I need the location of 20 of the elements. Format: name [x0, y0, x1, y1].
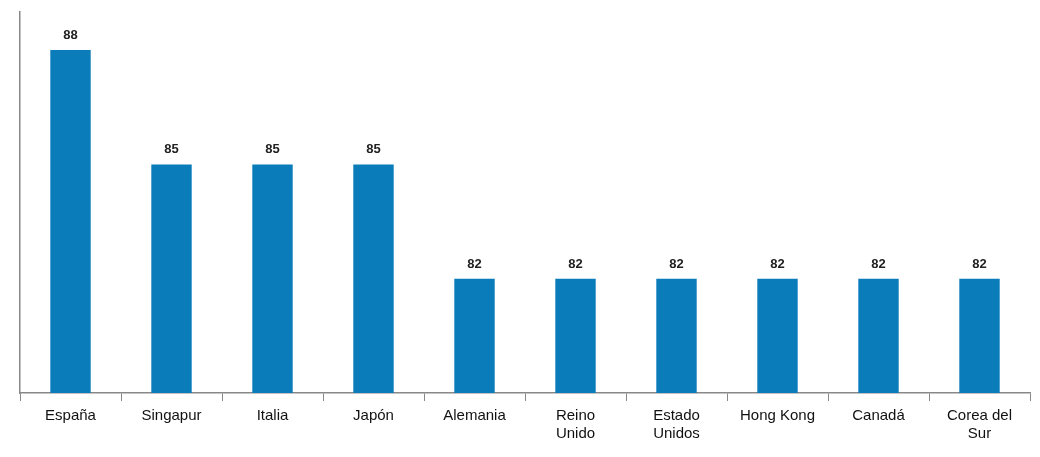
data-label: 82 [770, 255, 785, 271]
data-label: 85 [265, 141, 280, 157]
data-label: 85 [164, 141, 179, 157]
x-tick-label: España [45, 406, 97, 424]
x-tick-label: Hong Kong [739, 406, 816, 424]
data-label: 82 [568, 255, 583, 271]
data-label: 85 [366, 141, 381, 157]
data-label: 82 [871, 255, 886, 271]
x-tick-label: Alemania [443, 406, 507, 424]
x-tick-label: Italia [256, 406, 289, 424]
data-label: 82 [467, 255, 482, 271]
x-tick-label: Corea del Sur [946, 406, 1013, 442]
data-label: 82 [669, 255, 684, 271]
x-tick-label: Reino Unido [555, 406, 596, 442]
x-tick-label: Singapur [141, 406, 202, 424]
x-tick-label: Canadá [852, 406, 906, 424]
x-tick-label: Estado Unidos [653, 406, 700, 442]
data-label: 88 [63, 27, 78, 43]
x-tick-label: Japón [353, 406, 394, 424]
data-label: 82 [972, 255, 987, 271]
